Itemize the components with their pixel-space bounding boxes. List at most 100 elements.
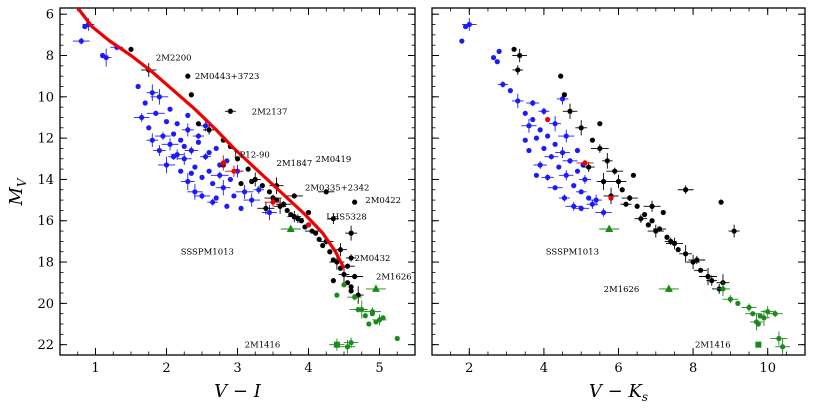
- data-point: [496, 48, 502, 54]
- data-point: [507, 88, 513, 94]
- annotation-label: 2M2200: [156, 54, 192, 64]
- data-point: [181, 143, 187, 149]
- y-tick-label: 8: [46, 49, 54, 64]
- y-tick-label: 14: [37, 173, 54, 188]
- data-point: [709, 278, 715, 284]
- data-point: [305, 209, 312, 216]
- data-point: [224, 203, 230, 209]
- data-point-square: [755, 341, 762, 348]
- data-point: [761, 315, 767, 321]
- data-point: [561, 92, 568, 98]
- annotation-label: 2M0422: [365, 196, 401, 206]
- data-point: [238, 180, 244, 187]
- y-tick-label: 22: [37, 338, 54, 353]
- data-point: [344, 263, 351, 269]
- data-point: [270, 199, 276, 205]
- data-point: [359, 306, 365, 313]
- data-point: [545, 116, 551, 123]
- data-point: [245, 166, 251, 172]
- data-point: [494, 59, 500, 65]
- annotation-label: SSSPM1013: [181, 248, 234, 258]
- data-point: [593, 197, 599, 203]
- data-point: [327, 249, 333, 255]
- data-point: [344, 344, 351, 350]
- x-tick-label: 4: [304, 361, 312, 376]
- data-point: [511, 46, 517, 52]
- data-point: [459, 38, 465, 44]
- data-point: [348, 230, 354, 236]
- data-point: [185, 178, 191, 185]
- data-point: [185, 73, 191, 79]
- data-point: [750, 311, 756, 317]
- y-axis-label: MV: [6, 177, 29, 206]
- data-point: [210, 199, 216, 205]
- data-point: [178, 137, 184, 143]
- data-point: [705, 273, 711, 280]
- data-point: [574, 147, 581, 154]
- data-point: [765, 309, 771, 315]
- data-point: [259, 183, 265, 189]
- data-point: [206, 168, 212, 174]
- data-point: [163, 162, 170, 168]
- data-point: [597, 145, 603, 152]
- x-tick-label: 10: [759, 361, 776, 376]
- data-point: [582, 176, 588, 183]
- data-point: [649, 203, 655, 209]
- data-point: [718, 199, 724, 205]
- data-point: [683, 251, 689, 257]
- data-point: [586, 195, 592, 201]
- data-point: [153, 110, 159, 116]
- data-point: [199, 174, 205, 180]
- data-point: [174, 121, 180, 127]
- data-point: [341, 271, 347, 278]
- data-point: [142, 100, 148, 106]
- annotation-label: LP12-90: [234, 151, 270, 161]
- data-point: [533, 172, 540, 178]
- data-point: [694, 257, 700, 263]
- data-point: [545, 133, 551, 139]
- data-point: [556, 164, 562, 170]
- data-point: [490, 54, 497, 61]
- data-point: [199, 193, 205, 199]
- data-point: [103, 54, 109, 61]
- data-point: [156, 147, 162, 154]
- annotation-label: 2M1626: [604, 285, 640, 295]
- data-point: [649, 218, 655, 224]
- annotation-label: 2M0432: [355, 254, 391, 264]
- data-point: [571, 203, 577, 209]
- data-point: [597, 121, 603, 127]
- data-point: [139, 114, 145, 121]
- sequence-curve: [76, 8, 346, 270]
- data-point: [515, 67, 521, 73]
- data-point: [334, 259, 340, 265]
- x-tick-label: 6: [614, 361, 622, 376]
- data-point: [348, 288, 354, 294]
- data-point: [160, 133, 166, 139]
- data-point: [249, 197, 255, 203]
- data-point: [316, 236, 322, 242]
- data-point: [266, 189, 273, 195]
- data-point: [675, 247, 681, 253]
- data-point: [352, 294, 358, 300]
- data-point: [320, 242, 326, 249]
- data-point: [188, 92, 194, 98]
- data-point: [578, 205, 584, 211]
- data-point: [231, 168, 237, 174]
- data-point: [188, 170, 194, 176]
- data-point: [664, 234, 670, 240]
- y-tick-label: 12: [37, 132, 54, 147]
- data-point: [281, 201, 287, 207]
- data-point: [323, 189, 329, 195]
- data-point: [348, 284, 354, 290]
- plot-area: [72, 8, 400, 354]
- data-point: [266, 209, 273, 216]
- data-point: [731, 228, 737, 234]
- data-point: [586, 164, 592, 170]
- data-point: [220, 160, 226, 166]
- data-point: [526, 123, 532, 129]
- data-point: [755, 321, 761, 327]
- y-tick-label: 18: [37, 256, 54, 271]
- data-point: [373, 319, 379, 325]
- data-point: [195, 133, 202, 139]
- data-point: [522, 137, 528, 143]
